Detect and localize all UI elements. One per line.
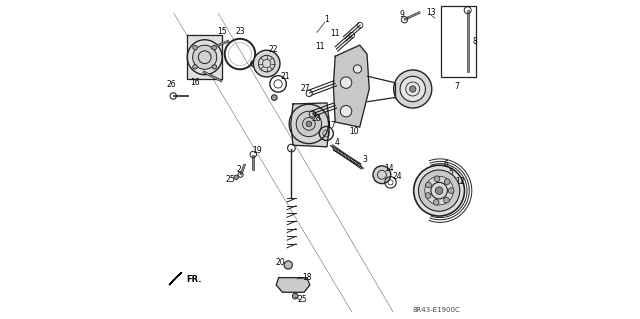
Polygon shape bbox=[331, 145, 363, 168]
Text: 13: 13 bbox=[426, 8, 436, 17]
Circle shape bbox=[434, 176, 440, 182]
Circle shape bbox=[433, 199, 439, 205]
Circle shape bbox=[292, 293, 298, 299]
Text: 1: 1 bbox=[324, 15, 329, 24]
Circle shape bbox=[435, 187, 443, 195]
Circle shape bbox=[253, 50, 280, 77]
Circle shape bbox=[193, 45, 197, 50]
Circle shape bbox=[340, 106, 352, 117]
Text: 24: 24 bbox=[392, 172, 402, 181]
Circle shape bbox=[234, 175, 238, 180]
Polygon shape bbox=[188, 35, 222, 78]
Text: 4: 4 bbox=[335, 137, 340, 146]
Circle shape bbox=[284, 261, 292, 269]
Polygon shape bbox=[169, 272, 182, 285]
Text: 9: 9 bbox=[399, 11, 404, 19]
Circle shape bbox=[394, 70, 432, 108]
Polygon shape bbox=[276, 278, 310, 292]
Text: 8: 8 bbox=[472, 38, 477, 47]
Text: 3: 3 bbox=[362, 155, 367, 164]
Text: 25: 25 bbox=[226, 175, 236, 184]
Circle shape bbox=[212, 45, 216, 50]
Circle shape bbox=[193, 45, 217, 69]
Text: 21: 21 bbox=[281, 72, 291, 81]
Text: 5: 5 bbox=[449, 168, 453, 177]
Circle shape bbox=[419, 170, 460, 211]
Circle shape bbox=[425, 176, 453, 205]
Circle shape bbox=[444, 179, 450, 184]
Text: 8R43-E1900C: 8R43-E1900C bbox=[412, 308, 460, 313]
Text: 28: 28 bbox=[312, 114, 321, 123]
Circle shape bbox=[410, 86, 416, 92]
Polygon shape bbox=[333, 45, 369, 127]
Text: 14: 14 bbox=[385, 164, 394, 173]
Circle shape bbox=[193, 65, 197, 69]
Bar bbox=[442, 6, 476, 77]
Circle shape bbox=[448, 188, 454, 194]
Text: 6: 6 bbox=[444, 160, 449, 169]
Circle shape bbox=[306, 121, 312, 127]
Text: 22: 22 bbox=[268, 45, 278, 55]
Circle shape bbox=[296, 111, 321, 137]
Circle shape bbox=[426, 182, 431, 188]
Text: 20: 20 bbox=[276, 258, 285, 267]
Circle shape bbox=[413, 165, 465, 216]
Text: 16: 16 bbox=[191, 78, 200, 87]
Text: 11: 11 bbox=[330, 29, 340, 38]
Circle shape bbox=[425, 193, 431, 198]
Text: 12: 12 bbox=[455, 177, 465, 186]
Text: FR.: FR. bbox=[186, 275, 202, 284]
Text: 23: 23 bbox=[235, 27, 244, 36]
Text: 15: 15 bbox=[218, 27, 227, 36]
Text: 2: 2 bbox=[237, 166, 241, 174]
Text: 11: 11 bbox=[316, 42, 324, 51]
Circle shape bbox=[212, 65, 216, 69]
Text: 27: 27 bbox=[301, 84, 310, 93]
Text: 18: 18 bbox=[303, 272, 312, 281]
Circle shape bbox=[444, 197, 449, 203]
Circle shape bbox=[340, 77, 352, 88]
Circle shape bbox=[400, 76, 426, 102]
Polygon shape bbox=[291, 103, 330, 147]
Circle shape bbox=[353, 65, 362, 73]
Text: 26: 26 bbox=[167, 80, 177, 89]
Text: 7: 7 bbox=[455, 82, 460, 91]
Circle shape bbox=[373, 166, 391, 184]
Text: 19: 19 bbox=[252, 146, 262, 155]
Text: 17: 17 bbox=[326, 121, 336, 130]
Circle shape bbox=[271, 95, 277, 100]
Text: 10: 10 bbox=[349, 127, 359, 136]
Text: 25: 25 bbox=[298, 295, 307, 304]
